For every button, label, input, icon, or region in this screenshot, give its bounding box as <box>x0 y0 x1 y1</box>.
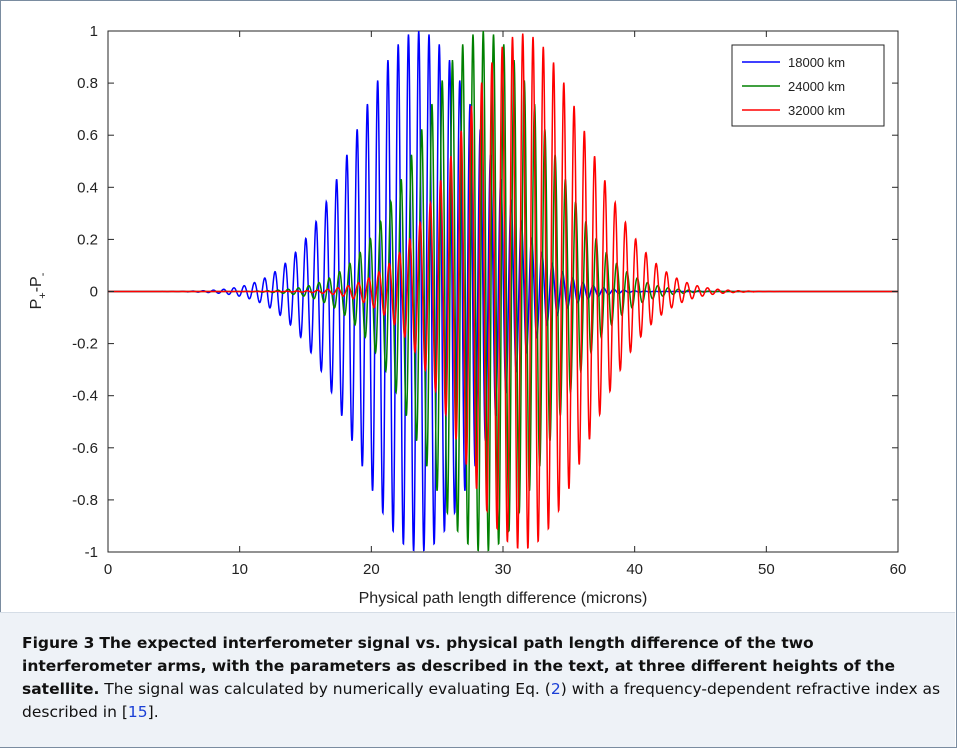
y-axis-title-mid: -P <box>28 276 45 292</box>
caption-text-before-eq: The signal was calculated by numerically… <box>104 680 551 698</box>
series-line-32000-km <box>108 33 898 549</box>
legend-label-24000-km: 24000 km <box>788 79 845 94</box>
caption-figure-label: Figure 3 <box>22 634 95 652</box>
caption-bold-text: The expected interferometer signal vs. p… <box>22 634 896 698</box>
legend-label-32000-km: 32000 km <box>788 103 845 118</box>
x-tick-label: 20 <box>363 561 380 578</box>
series-layer <box>108 30 898 552</box>
y-tick-label: 0.6 <box>77 127 98 144</box>
y-tick-label: 0 <box>90 284 98 301</box>
x-tick-label: 0 <box>104 561 112 578</box>
caption-text-end: ]. <box>147 703 159 721</box>
y-axis-title-sub-plus: + <box>37 292 49 298</box>
y-tick-label: 1 <box>90 23 98 40</box>
x-tick-label: 30 <box>495 561 512 578</box>
x-axis-title: Physical path length difference (microns… <box>359 590 648 607</box>
x-tick-label: 10 <box>231 561 248 578</box>
x-tick-label: 60 <box>890 561 907 578</box>
figure-caption: Figure 3 The expected interferometer sig… <box>22 632 942 724</box>
legend-label-18000-km: 18000 km <box>788 55 845 70</box>
y-tick-label: 0.8 <box>77 75 98 92</box>
x-tick-label: 50 <box>758 561 775 578</box>
y-axis-title: P+-P- <box>28 272 49 309</box>
chart: 0 10 20 30 40 50 60 1 0.8 0.6 0.4 0.2 0 -0.2 -0.4 -0.6 -… <box>28 23 906 607</box>
legend: 18000 km 24000 km 32000 km <box>731 44 885 127</box>
citation-ref-link[interactable]: 15 <box>127 703 148 721</box>
x-tick-label: 40 <box>626 561 643 578</box>
y-tick-label: -0.8 <box>72 492 98 509</box>
y-tick-label: 0.2 <box>77 231 98 248</box>
svg-text:P+-P-: P+-P- <box>28 272 49 309</box>
y-tick-label: -0.6 <box>72 440 98 457</box>
equation-ref-link[interactable]: 2 <box>550 680 561 698</box>
y-tick-label: -1 <box>85 544 98 561</box>
y-axis-title-main: P <box>28 299 45 310</box>
y-tick-label: -0.4 <box>72 388 98 405</box>
y-tick-label: 0.4 <box>77 179 98 196</box>
y-tick-label: -0.2 <box>72 336 98 353</box>
caption-text-after-eq: ) with a frequency-dependent refractive … <box>22 680 941 721</box>
y-axis-title-sub-minus: - <box>37 272 49 276</box>
tick-layer: 0 10 20 30 40 50 60 1 0.8 0.6 0.4 0.2 0 -0.2 -0.4 -0.6 -… <box>72 23 906 578</box>
caption-box <box>0 612 955 747</box>
